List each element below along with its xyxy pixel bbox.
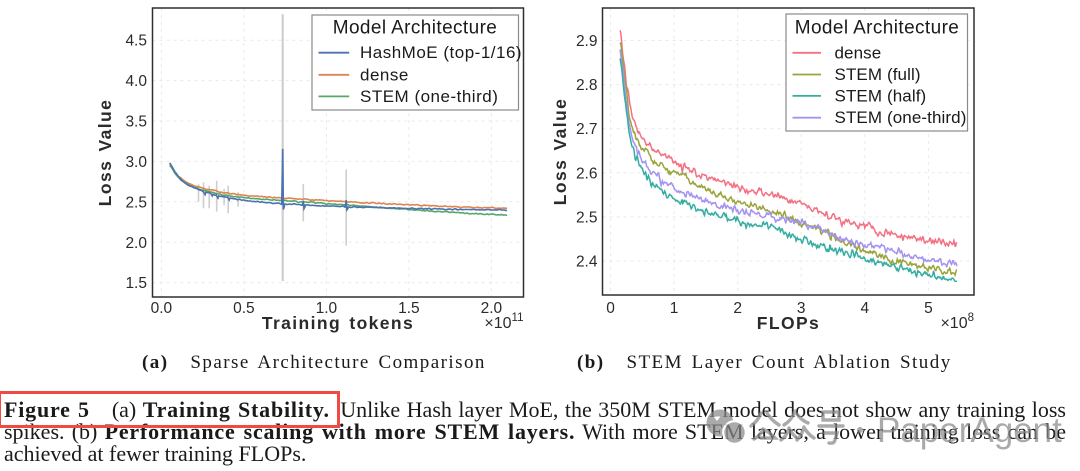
svg-text:1.5: 1.5: [125, 275, 147, 292]
svg-text:1: 1: [670, 300, 679, 317]
svg-text:STEM (half): STEM (half): [835, 86, 927, 105]
svg-text:×1011: ×1011: [484, 312, 523, 332]
svg-text:2.5: 2.5: [576, 209, 598, 226]
svg-text:Training tokens: Training tokens: [262, 313, 414, 333]
svg-text:Loss Value: Loss Value: [550, 98, 570, 205]
svg-text:2.0: 2.0: [125, 235, 147, 252]
svg-text:3.0: 3.0: [125, 154, 147, 171]
svg-text:dense: dense: [835, 43, 882, 62]
svg-text:Loss Value: Loss Value: [95, 99, 115, 206]
svg-text:1.0: 1.0: [316, 300, 338, 317]
svg-text:Model Architecture: Model Architecture: [795, 18, 960, 39]
svg-text:0.0: 0.0: [151, 300, 173, 317]
svg-text:0: 0: [606, 300, 615, 317]
svg-text:2.7: 2.7: [576, 121, 598, 138]
svg-text:STEM (full): STEM (full): [835, 65, 921, 84]
svg-text:HashMoE (top-1/16): HashMoE (top-1/16): [360, 43, 522, 62]
svg-text:0.5: 0.5: [233, 300, 255, 317]
svg-text:2.8: 2.8: [576, 77, 598, 94]
svg-text:Model Architecture: Model Architecture: [333, 18, 498, 39]
svg-text:4.0: 4.0: [125, 73, 147, 90]
svg-text:4.5: 4.5: [125, 33, 147, 50]
svg-text:2.5: 2.5: [125, 194, 147, 211]
svg-text:×108: ×108: [940, 312, 974, 332]
svg-text:2.9: 2.9: [576, 33, 598, 50]
svg-text:4: 4: [860, 300, 869, 317]
svg-text:FLOPs: FLOPs: [757, 313, 820, 333]
svg-text:2.4: 2.4: [576, 254, 598, 271]
svg-text:5: 5: [924, 300, 933, 317]
svg-text:3.5: 3.5: [125, 114, 147, 131]
svg-text:PaperAgent: PaperAgent: [877, 411, 1062, 450]
svg-text:2.0: 2.0: [481, 300, 503, 317]
svg-text:2.6: 2.6: [576, 165, 598, 182]
svg-text:1.5: 1.5: [398, 300, 420, 317]
svg-text:STEM (one-third): STEM (one-third): [835, 108, 967, 127]
svg-text:2: 2: [733, 300, 742, 317]
svg-text:dense: dense: [360, 65, 409, 84]
svg-text:3: 3: [797, 300, 806, 317]
svg-text:STEM (one-third): STEM (one-third): [360, 87, 498, 106]
